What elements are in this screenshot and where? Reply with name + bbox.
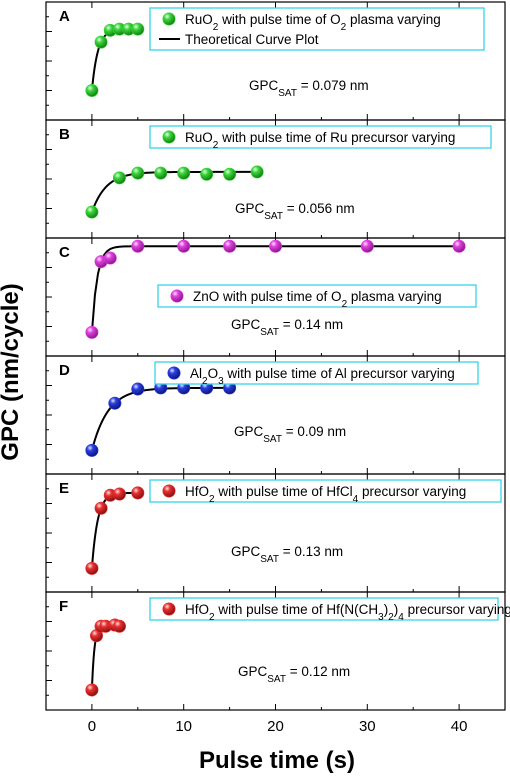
legend-marker [162, 602, 176, 616]
data-point [85, 205, 99, 219]
legend-label: Al2O3 with pulse time of Al precursor va… [190, 366, 455, 387]
data-point [112, 487, 126, 501]
panel-c: C ZnO with pulse time of O2 plasma varyin… [45, 237, 506, 357]
data-point [131, 22, 145, 36]
data-point [85, 683, 99, 697]
data-point [85, 443, 99, 457]
data-point [131, 239, 145, 253]
data-point [131, 382, 145, 396]
gpc-sat-label: GPCSAT = 0.09 nm [234, 424, 346, 445]
data-point [112, 619, 126, 633]
data-point [452, 239, 466, 253]
data-point [268, 239, 282, 253]
gpc-sat-label: GPCSAT = 0.14 nm [231, 317, 343, 338]
legend-box [157, 284, 477, 308]
data-point [94, 501, 108, 515]
data-point [177, 166, 191, 180]
data-point [131, 486, 145, 500]
data-point [85, 84, 99, 98]
data-point [154, 166, 168, 180]
legend-box [154, 361, 479, 385]
data-point [360, 239, 374, 253]
gpc-sat-label: GPCSAT = 0.079 nm [249, 78, 369, 99]
panel-letter: F [59, 598, 68, 615]
panel-b: B RuO2 with pulse time of Ru precursor va… [45, 119, 506, 239]
data-point [177, 239, 191, 253]
legend-label: HfO2 with pulse time of HfCl4 precursor … [185, 484, 466, 505]
panel-letter: A [59, 8, 70, 25]
y-axis-label: GPC (nm/cycle) [0, 283, 24, 460]
panels: A RuO2 with pulse time of O2 plasma varyi… [45, 1, 510, 735]
gpc-sat-label: GPCSAT = 0.12 nm [238, 664, 350, 685]
panel-d: D Al2O3 with pulse time of Al precursor v… [45, 355, 506, 475]
legend-label: RuO2 with pulse time of O2 plasma varyin… [185, 12, 441, 33]
data-point [108, 396, 122, 410]
panel-letter: E [59, 480, 69, 497]
legend-marker [162, 130, 176, 144]
panel-letter: C [59, 244, 70, 261]
x-tick-label: 30 [359, 718, 376, 735]
legend-label: HfO2 with pulse time of Hf(N(CH3)2)4 pre… [185, 602, 510, 623]
legend-marker [170, 289, 184, 303]
legend-marker [167, 366, 181, 380]
legend-box [149, 125, 492, 149]
data-point [131, 166, 145, 180]
data-point [103, 251, 117, 265]
data-point [94, 35, 108, 49]
legend-marker [162, 484, 176, 498]
x-tick-label: 20 [267, 718, 284, 735]
data-point [112, 171, 126, 185]
x-tick-labels: 0 10 20 30 40 [88, 718, 468, 735]
gpc-sat-label: GPCSAT = 0.056 nm [235, 201, 355, 222]
legend-marker [162, 12, 176, 26]
panel-letter: D [59, 362, 70, 379]
panel-e: E HfO2 with pulse time of HfCl4 precursor… [45, 473, 506, 593]
data-point [85, 561, 99, 575]
data-point [250, 165, 264, 179]
x-tick-label: 0 [88, 718, 96, 735]
data-point [223, 167, 237, 181]
legend-label: RuO2 with pulse time of Ru precursor var… [185, 130, 455, 151]
legend-box [149, 479, 502, 503]
panel-letter: B [59, 126, 70, 143]
x-tick-label: 40 [451, 718, 468, 735]
legend-label: ZnO with pulse time of O2 plasma varying [193, 289, 442, 310]
x-axis-label: Pulse time (s) [199, 747, 355, 774]
gpc-sat-label: GPCSAT = 0.13 nm [231, 544, 343, 565]
data-point [223, 239, 237, 253]
data-point [200, 167, 214, 181]
legend-theory-label: Theoretical Curve Plot [185, 32, 319, 47]
x-tick-label: 10 [175, 718, 192, 735]
panel-a: A RuO2 with pulse time of O2 plasma varyi… [45, 1, 506, 121]
legend-box [149, 597, 499, 621]
data-point [85, 325, 99, 339]
legend-box [149, 7, 485, 51]
panel-f: F HfO2 with pulse time of Hf(N(CH3)2)4 pr… [45, 591, 510, 711]
